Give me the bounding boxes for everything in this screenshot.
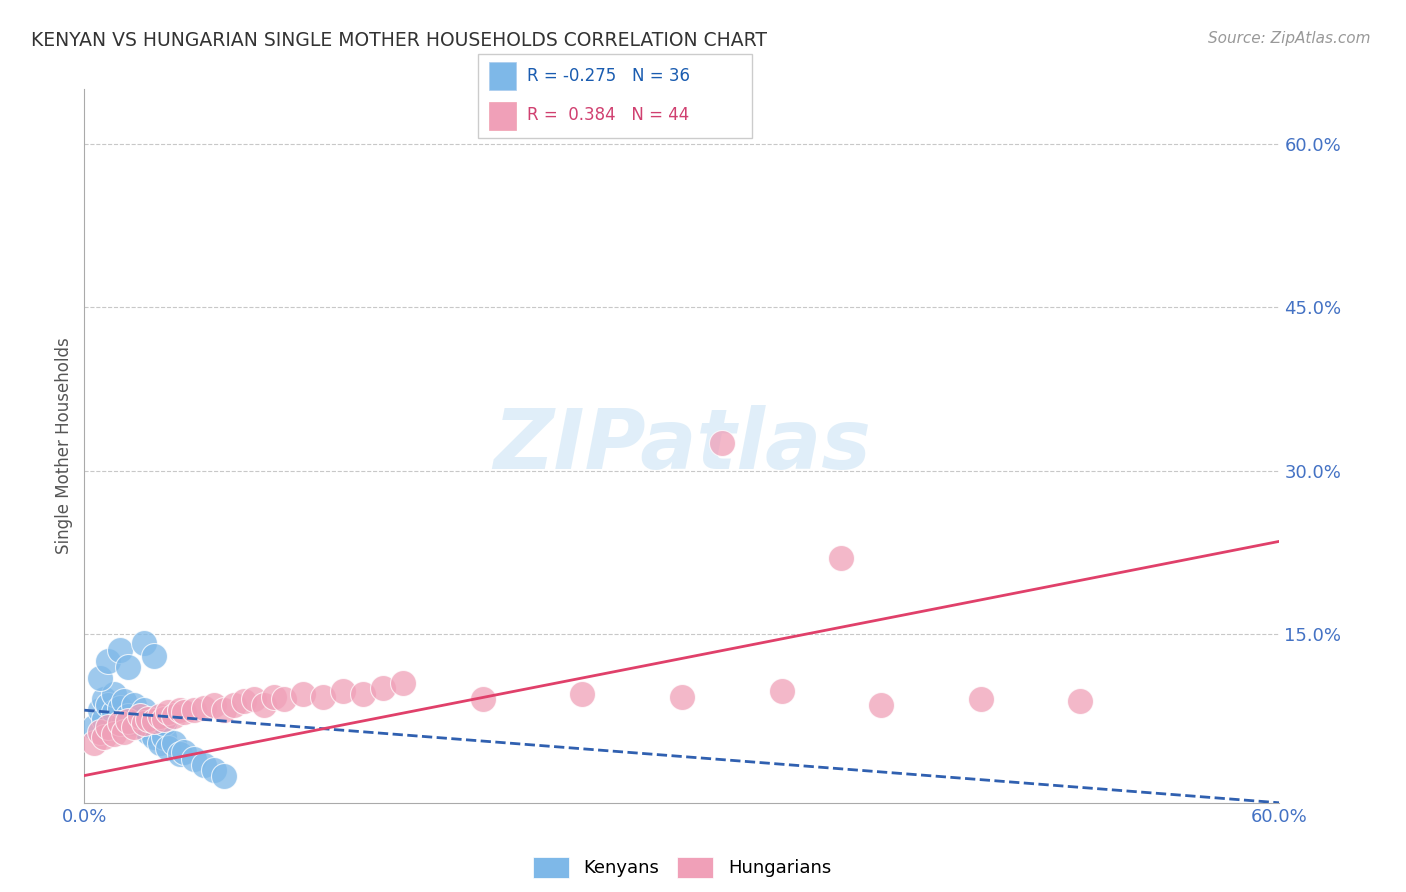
- Point: [97, 654, 120, 668]
- Point: [153, 716, 176, 731]
- Point: [373, 681, 395, 696]
- Point: [671, 690, 693, 705]
- Point: [153, 712, 176, 726]
- Point: [392, 676, 415, 690]
- Point: [571, 687, 593, 701]
- Point: [770, 683, 793, 698]
- Point: [89, 703, 111, 717]
- Text: R =  0.384   N = 44: R = 0.384 N = 44: [527, 106, 689, 124]
- Point: [103, 687, 125, 701]
- Point: [110, 643, 132, 657]
- Point: [122, 716, 145, 731]
- Point: [163, 736, 186, 750]
- Point: [112, 714, 135, 728]
- Point: [157, 706, 180, 720]
- FancyBboxPatch shape: [478, 54, 752, 138]
- Point: [122, 698, 145, 712]
- Point: [89, 725, 111, 739]
- Point: [149, 736, 172, 750]
- Point: [132, 635, 156, 649]
- Point: [1069, 694, 1091, 708]
- Text: ZIPatlas: ZIPatlas: [494, 406, 870, 486]
- Point: [129, 708, 152, 723]
- Point: [173, 745, 195, 759]
- Point: [132, 720, 156, 734]
- Point: [183, 752, 205, 766]
- Point: [263, 690, 285, 705]
- Point: [870, 698, 893, 712]
- Point: [312, 690, 335, 705]
- Point: [352, 687, 374, 701]
- Point: [222, 698, 245, 712]
- Point: [93, 712, 115, 726]
- Point: [143, 714, 166, 728]
- Point: [103, 727, 125, 741]
- Point: [143, 714, 166, 728]
- Point: [232, 694, 254, 708]
- Point: [193, 757, 215, 772]
- Point: [112, 725, 135, 739]
- Point: [710, 436, 733, 450]
- Point: [830, 550, 852, 565]
- Point: [136, 725, 159, 739]
- Point: [163, 708, 186, 723]
- Point: [153, 731, 176, 745]
- Point: [112, 694, 135, 708]
- Point: [253, 698, 276, 712]
- Point: [212, 768, 235, 782]
- Point: [242, 692, 264, 706]
- Point: [110, 716, 132, 731]
- Text: KENYAN VS HUNGARIAN SINGLE MOTHER HOUSEHOLDS CORRELATION CHART: KENYAN VS HUNGARIAN SINGLE MOTHER HOUSEH…: [31, 31, 766, 50]
- Point: [202, 698, 225, 712]
- Point: [193, 701, 215, 715]
- Bar: [489, 102, 516, 130]
- Point: [202, 763, 225, 777]
- Legend: Kenyans, Hungarians: Kenyans, Hungarians: [526, 849, 838, 885]
- Point: [136, 712, 159, 726]
- Text: Source: ZipAtlas.com: Source: ZipAtlas.com: [1208, 31, 1371, 46]
- Point: [143, 648, 166, 663]
- Point: [93, 692, 115, 706]
- Point: [157, 741, 180, 756]
- Point: [117, 708, 139, 723]
- Point: [149, 708, 172, 723]
- Point: [132, 716, 156, 731]
- Bar: [489, 62, 516, 90]
- Y-axis label: Single Mother Households: Single Mother Households: [55, 338, 73, 554]
- Point: [97, 698, 120, 712]
- Point: [117, 714, 139, 728]
- Point: [471, 692, 494, 706]
- Point: [110, 701, 132, 715]
- Point: [83, 720, 105, 734]
- Point: [89, 671, 111, 685]
- Point: [122, 720, 145, 734]
- Point: [93, 731, 115, 745]
- Point: [183, 703, 205, 717]
- Point: [117, 659, 139, 673]
- Point: [212, 703, 235, 717]
- Point: [173, 706, 195, 720]
- Text: R = -0.275   N = 36: R = -0.275 N = 36: [527, 67, 690, 85]
- Point: [103, 706, 125, 720]
- Point: [273, 692, 295, 706]
- Point: [97, 720, 120, 734]
- Point: [169, 703, 191, 717]
- Point: [169, 747, 191, 761]
- Point: [143, 731, 166, 745]
- Point: [970, 692, 993, 706]
- Point: [332, 683, 354, 698]
- Point: [83, 736, 105, 750]
- Point: [132, 703, 156, 717]
- Point: [129, 712, 152, 726]
- Point: [292, 687, 315, 701]
